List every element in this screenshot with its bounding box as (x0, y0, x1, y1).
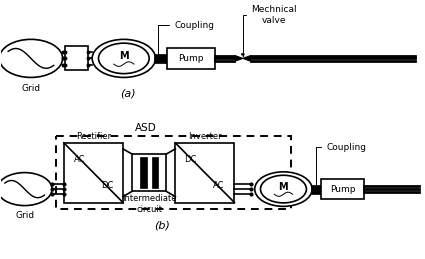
Text: Coupling: Coupling (316, 143, 367, 184)
Bar (311, 185, 321, 193)
Text: Coupling: Coupling (158, 21, 215, 55)
Text: AC: AC (74, 155, 85, 164)
Bar (152, 157, 159, 188)
Polygon shape (243, 56, 250, 61)
Circle shape (99, 43, 149, 74)
Text: AC: AC (213, 181, 225, 190)
Text: ASD: ASD (134, 123, 156, 133)
Polygon shape (235, 56, 243, 61)
Text: Rectifier: Rectifier (76, 132, 111, 141)
Text: M: M (279, 182, 288, 191)
Bar (56, 136, 291, 209)
Text: Pump: Pump (178, 54, 204, 63)
Circle shape (0, 172, 52, 206)
Bar (167, 48, 215, 69)
Bar (65, 46, 88, 70)
Text: Mechnical
valve: Mechnical valve (243, 5, 297, 52)
Bar (176, 143, 235, 203)
Bar (64, 143, 123, 203)
Text: Pump: Pump (330, 185, 355, 193)
Circle shape (241, 53, 244, 55)
Circle shape (255, 172, 312, 206)
Circle shape (261, 175, 306, 203)
Text: (b): (b) (154, 220, 170, 230)
Text: Grid: Grid (15, 211, 34, 220)
Circle shape (92, 39, 156, 77)
Bar (321, 179, 364, 199)
Text: M: M (119, 51, 129, 61)
Text: DC: DC (102, 181, 114, 190)
Text: Intermediate
circuit: Intermediate circuit (122, 194, 176, 214)
Bar (140, 157, 147, 188)
Text: Inverter: Inverter (188, 132, 222, 141)
Text: Grid: Grid (21, 84, 40, 93)
Text: (a): (a) (120, 89, 136, 99)
Bar (154, 54, 167, 63)
Text: DC: DC (184, 155, 197, 164)
Bar (132, 154, 166, 191)
Circle shape (0, 39, 62, 77)
